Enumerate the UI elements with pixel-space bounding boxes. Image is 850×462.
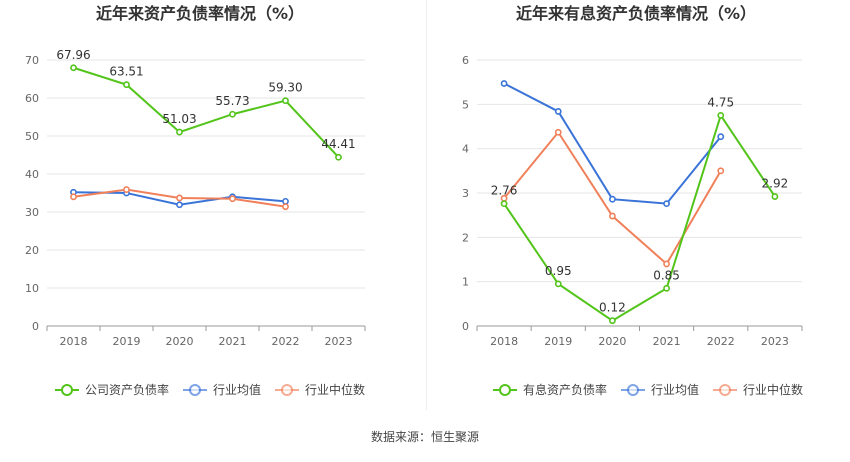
legend-swatch-marker bbox=[627, 384, 639, 396]
data-label: 67.96 bbox=[56, 48, 90, 62]
legend-swatch-marker bbox=[499, 384, 511, 396]
data-point-industry_median bbox=[609, 212, 616, 220]
legend-label: 行业中位数 bbox=[743, 382, 803, 397]
data-label: 2.92 bbox=[762, 177, 789, 191]
x-tick-label: 2020 bbox=[598, 335, 626, 348]
data-source-value: 恒生聚源 bbox=[431, 430, 480, 444]
y-tick-label: 5 bbox=[462, 98, 469, 111]
x-tick-label: 2021 bbox=[653, 335, 681, 348]
data-point-company bbox=[554, 280, 562, 288]
x-tick-label: 2019 bbox=[544, 335, 572, 348]
x-tick-label: 2022 bbox=[272, 335, 300, 348]
x-tick-label: 2019 bbox=[113, 335, 141, 348]
y-tick-label: 40 bbox=[25, 168, 39, 181]
x-tick-label: 2022 bbox=[707, 335, 735, 348]
y-tick-label: 0 bbox=[462, 320, 469, 333]
y-tick-label: 30 bbox=[25, 206, 39, 219]
legend-swatch-marker bbox=[719, 384, 731, 396]
series-line-company bbox=[73, 66, 340, 158]
legend-label: 行业均值 bbox=[651, 382, 699, 397]
x-tick-label: 2018 bbox=[60, 335, 88, 348]
chart-title: 近年来有息资产负债率情况（%） bbox=[516, 4, 756, 23]
series-line-industry_avg bbox=[503, 82, 722, 205]
legend-label: 有息资产负债率 bbox=[523, 382, 607, 397]
data-point-industry_avg bbox=[717, 133, 725, 141]
panel-divider bbox=[426, 0, 427, 410]
data-point-industry_median bbox=[229, 195, 236, 203]
data-point-company bbox=[123, 81, 130, 89]
data-label: 0.85 bbox=[653, 268, 680, 282]
data-point-company bbox=[176, 128, 183, 136]
data-source-footer: 数据来源：恒生聚源 bbox=[0, 428, 850, 445]
data-point-industry_avg bbox=[609, 195, 616, 203]
y-tick-label: 0 bbox=[32, 320, 39, 333]
series-line-company bbox=[503, 113, 776, 322]
data-point-company bbox=[717, 112, 725, 119]
legend-swatch-marker bbox=[281, 384, 293, 396]
x-tick-label: 2020 bbox=[166, 335, 194, 348]
data-point-company bbox=[609, 317, 616, 325]
legend-swatch-marker bbox=[189, 384, 201, 396]
x-tick-label: 2018 bbox=[490, 335, 518, 348]
data-point-industry_median bbox=[554, 128, 562, 136]
data-point-industry_avg bbox=[500, 80, 508, 87]
data-point-industry_median bbox=[123, 186, 130, 193]
data-label: 59.30 bbox=[268, 81, 302, 95]
chart-title: 近年来资产负债率情况（%） bbox=[96, 4, 304, 23]
y-tick-label: 10 bbox=[25, 282, 39, 295]
x-tick-label: 2021 bbox=[219, 335, 247, 348]
y-tick-label: 4 bbox=[462, 143, 469, 156]
data-label: 51.03 bbox=[162, 112, 196, 126]
data-point-company bbox=[771, 193, 779, 200]
legend-swatch-marker bbox=[61, 384, 73, 396]
y-tick-label: 6 bbox=[462, 54, 469, 67]
data-point-industry_avg bbox=[554, 108, 562, 115]
data-label: 0.12 bbox=[599, 301, 626, 315]
y-tick-label: 60 bbox=[25, 92, 39, 105]
data-point-industry_median bbox=[70, 193, 77, 201]
data-source-label: 数据来源： bbox=[370, 430, 431, 444]
data-label: 44.41 bbox=[321, 137, 355, 151]
data-point-company bbox=[282, 97, 289, 105]
data-point-industry_avg bbox=[282, 197, 289, 205]
data-point-industry_avg bbox=[663, 200, 670, 208]
x-tick-label: 2023 bbox=[761, 335, 789, 348]
data-point-industry_median bbox=[282, 203, 289, 211]
y-tick-label: 70 bbox=[25, 54, 39, 67]
data-point-industry_avg bbox=[176, 201, 183, 209]
data-point-industry_median bbox=[663, 260, 670, 268]
x-tick-label: 2023 bbox=[325, 335, 353, 348]
data-point-company bbox=[70, 64, 77, 72]
data-label: 55.73 bbox=[215, 94, 249, 108]
data-point-industry_median bbox=[176, 194, 183, 202]
y-tick-label: 3 bbox=[462, 187, 469, 200]
data-point-company bbox=[229, 110, 236, 118]
y-tick-label: 1 bbox=[462, 276, 469, 289]
legend-label: 行业均值 bbox=[213, 382, 261, 397]
y-tick-label: 20 bbox=[25, 244, 39, 257]
data-point-company bbox=[663, 284, 670, 292]
data-point-industry_median bbox=[717, 167, 725, 175]
data-point-company bbox=[500, 200, 508, 208]
data-label: 2.76 bbox=[491, 184, 518, 198]
data-label: 4.75 bbox=[707, 95, 734, 109]
y-tick-label: 50 bbox=[25, 130, 39, 143]
legend-label: 行业中位数 bbox=[305, 382, 365, 397]
data-point-company bbox=[335, 153, 342, 161]
data-label: 63.51 bbox=[109, 65, 143, 79]
data-label: 0.95 bbox=[545, 264, 572, 278]
legend-label: 公司资产负债率 bbox=[85, 382, 169, 397]
y-tick-label: 2 bbox=[462, 231, 469, 244]
